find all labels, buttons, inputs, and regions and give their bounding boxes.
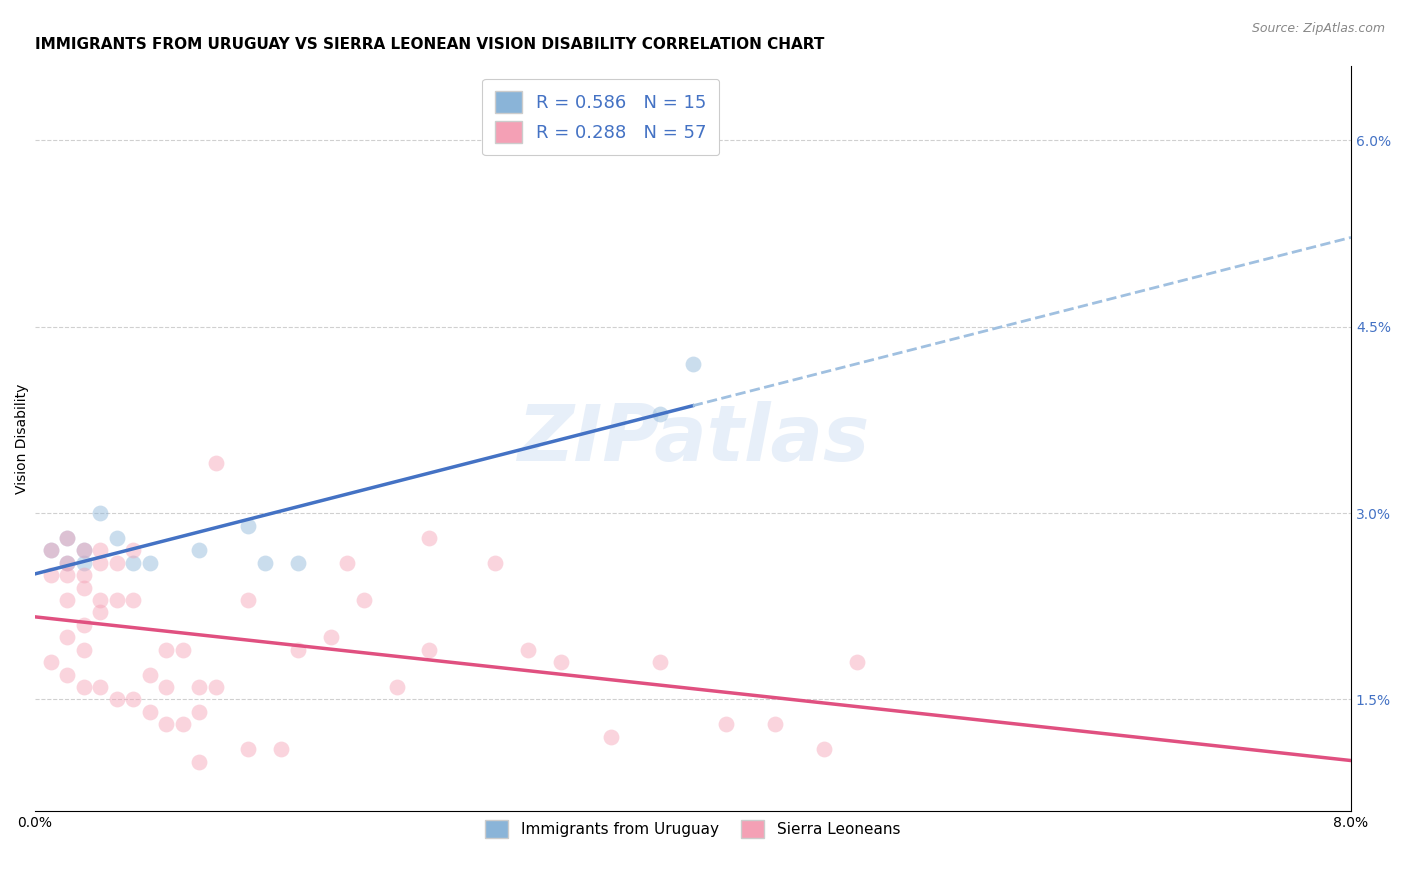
Point [238, 742, 260, 756]
Point [122, 692, 145, 706]
Point [122, 543, 145, 558]
Point [204, 680, 226, 694]
Point [172, 717, 194, 731]
Point [105, 531, 128, 545]
Point [89, 606, 111, 620]
Text: ZIPatlas: ZIPatlas [516, 401, 869, 476]
Point [56, 556, 79, 570]
Point [599, 730, 621, 744]
Point [172, 642, 194, 657]
Point [39, 568, 62, 582]
Point [204, 457, 226, 471]
Point [73, 568, 96, 582]
Point [105, 593, 128, 607]
Text: IMMIGRANTS FROM URUGUAY VS SIERRA LEONEAN VISION DISABILITY CORRELATION CHART: IMMIGRANTS FROM URUGUAY VS SIERRA LEONEA… [35, 37, 824, 53]
Point [484, 556, 506, 570]
Point [105, 556, 128, 570]
Point [122, 556, 145, 570]
Point [122, 593, 145, 607]
Point [139, 705, 162, 719]
Point [238, 518, 260, 533]
Point [188, 705, 211, 719]
Point [89, 506, 111, 520]
Y-axis label: Vision Disability: Vision Disability [15, 384, 30, 494]
Point [155, 717, 177, 731]
Point [287, 556, 309, 570]
Point [253, 556, 276, 570]
Point [238, 593, 260, 607]
Point [287, 642, 309, 657]
Point [39, 655, 62, 669]
Point [73, 543, 96, 558]
Point [846, 655, 869, 669]
Point [418, 531, 440, 545]
Point [73, 543, 96, 558]
Point [517, 642, 540, 657]
Point [648, 407, 671, 421]
Point [89, 556, 111, 570]
Point [39, 543, 62, 558]
Point [353, 593, 375, 607]
Point [550, 655, 572, 669]
Point [56, 531, 79, 545]
Point [56, 667, 79, 681]
Point [56, 531, 79, 545]
Point [73, 556, 96, 570]
Point [89, 593, 111, 607]
Point [336, 556, 359, 570]
Text: Source: ZipAtlas.com: Source: ZipAtlas.com [1251, 22, 1385, 36]
Point [73, 581, 96, 595]
Point [56, 556, 79, 570]
Point [139, 667, 162, 681]
Point [385, 680, 408, 694]
Point [39, 543, 62, 558]
Point [418, 642, 440, 657]
Point [682, 357, 704, 371]
Point [56, 568, 79, 582]
Point [155, 642, 177, 657]
Legend: Immigrants from Uruguay, Sierra Leoneans: Immigrants from Uruguay, Sierra Leoneans [479, 814, 907, 845]
Point [139, 556, 162, 570]
Point [89, 680, 111, 694]
Point [73, 642, 96, 657]
Point [648, 655, 671, 669]
Point [56, 630, 79, 644]
Point [155, 680, 177, 694]
Point [89, 543, 111, 558]
Point [56, 593, 79, 607]
Point [188, 755, 211, 769]
Point [188, 543, 211, 558]
Point [105, 692, 128, 706]
Point [270, 742, 292, 756]
Point [763, 717, 786, 731]
Point [813, 742, 835, 756]
Point [319, 630, 342, 644]
Point [188, 680, 211, 694]
Point [714, 717, 737, 731]
Point [73, 680, 96, 694]
Point [73, 618, 96, 632]
